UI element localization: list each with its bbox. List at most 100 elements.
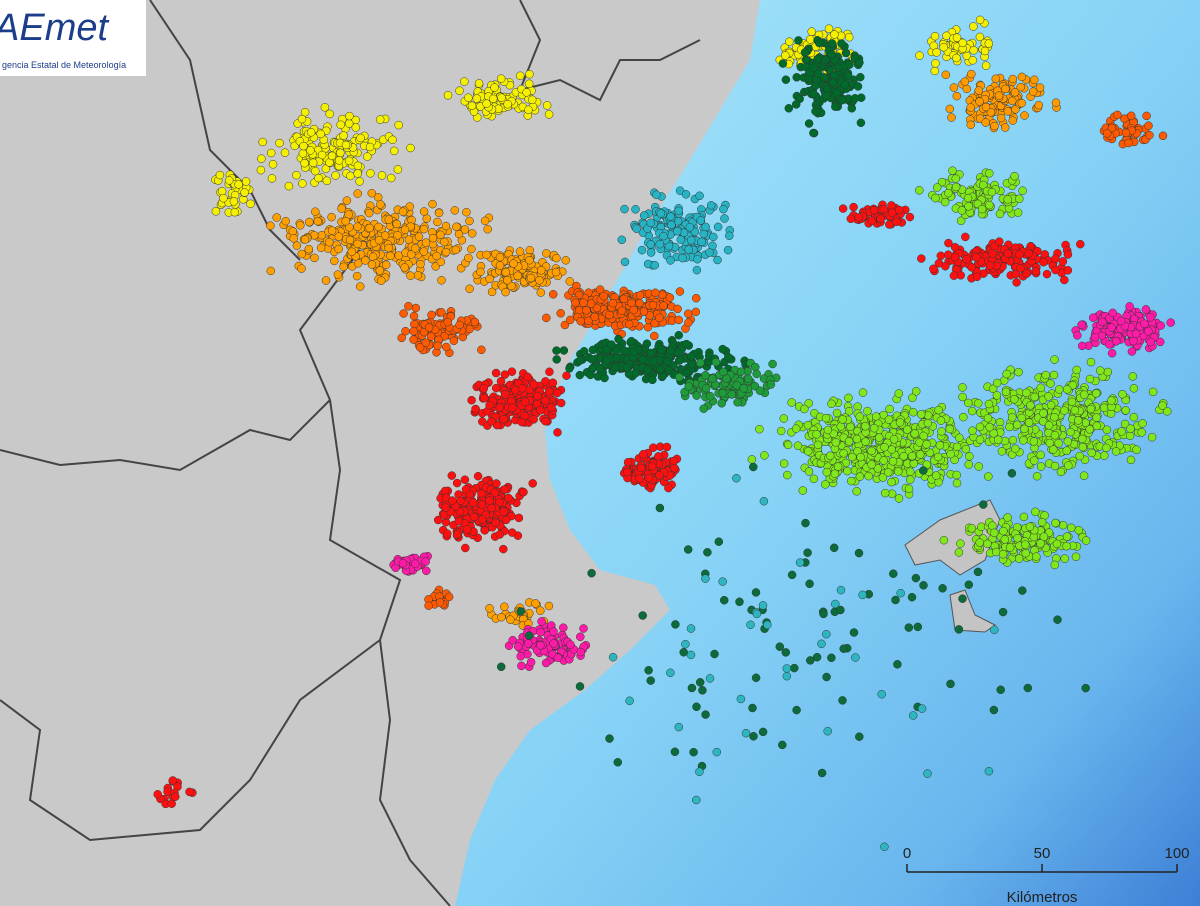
- lightning-strike: [1054, 385, 1064, 394]
- lightning-strike: [1128, 372, 1138, 381]
- lightning-strike: [1020, 111, 1029, 120]
- borders: [0, 0, 701, 906]
- lightning-strike: [1079, 471, 1089, 480]
- lightning-strike: [674, 330, 684, 340]
- lightning-strike: [433, 341, 442, 351]
- lightning-strike: [795, 558, 805, 567]
- lightning-strike: [533, 391, 542, 401]
- lightning-strike: [1032, 552, 1041, 561]
- lightning-strike: [691, 293, 701, 303]
- lightning-strike: [804, 467, 814, 476]
- lightning-strike: [1158, 131, 1168, 141]
- lightning-strike: [671, 620, 680, 629]
- lightning-strike: [421, 557, 430, 566]
- lightning-strike: [406, 271, 415, 280]
- lightning-strike: [536, 266, 546, 275]
- lightning-strike: [755, 424, 764, 434]
- lightning-strike: [1081, 536, 1091, 545]
- lightning-strike: [608, 298, 618, 308]
- lightning-strike: [631, 205, 640, 214]
- lightning-strike: [936, 416, 946, 425]
- lightning-strike: [388, 135, 397, 145]
- lightning-strike: [1142, 111, 1151, 121]
- lightning-strike: [1003, 195, 1013, 204]
- lightning-strike: [937, 177, 947, 187]
- lightning-strike: [675, 372, 684, 382]
- lightning-strike: [692, 265, 702, 275]
- lightning-strike: [743, 374, 753, 384]
- lightning-strike: [838, 204, 848, 213]
- lightning-strike: [436, 230, 445, 240]
- lightning-strike: [855, 732, 864, 741]
- lightning-strike: [932, 48, 941, 57]
- lightning-strike: [1077, 320, 1086, 330]
- lightning-strike: [1003, 513, 1012, 522]
- lightning-strike: [544, 601, 554, 611]
- lightning-strike: [791, 424, 801, 433]
- lightning-strike: [951, 174, 961, 183]
- lightning-strike: [266, 148, 276, 158]
- lightning-strike: [967, 263, 976, 272]
- lightning-strike: [903, 425, 912, 434]
- lightning-strike: [732, 473, 741, 483]
- lightning-strike: [806, 35, 815, 44]
- lightning-strike: [353, 189, 362, 198]
- lightning-strike: [934, 259, 944, 268]
- lightning-strike: [919, 431, 928, 441]
- lightning-strike: [701, 710, 710, 719]
- lightning-strike: [1073, 416, 1083, 425]
- lightning-strike: [1108, 308, 1117, 318]
- lightning-strike: [1010, 395, 1019, 404]
- lightning-strike: [410, 244, 420, 253]
- lightning-strike: [297, 249, 307, 259]
- lightning-strike: [413, 271, 423, 280]
- lightning-strike: [993, 435, 1003, 445]
- lightning-strike: [932, 183, 942, 192]
- lightning-strike: [503, 99, 512, 109]
- lightning-strike: [698, 686, 707, 695]
- lightning-strike: [1039, 409, 1048, 418]
- lightning-strike: [963, 193, 973, 203]
- lightning-strike: [708, 374, 717, 383]
- lightning-strike: [1156, 321, 1165, 330]
- lightning-strike: [1113, 110, 1122, 120]
- lightning-strike: [624, 319, 634, 329]
- lightning-strike: [695, 191, 704, 201]
- lightning-strike: [406, 143, 415, 153]
- lightning-strike: [627, 336, 636, 346]
- lightning-strike: [297, 114, 307, 124]
- lightning-strike: [1140, 319, 1149, 328]
- lightning-strike: [500, 390, 510, 399]
- lightning-strike: [966, 103, 975, 112]
- lightning-strike: [1008, 116, 1018, 125]
- lightning-strike: [956, 216, 966, 226]
- lightning-strike: [384, 215, 394, 224]
- lightning-strike: [1031, 266, 1041, 276]
- lightning-strike: [919, 581, 928, 590]
- lightning-strike: [1022, 269, 1031, 278]
- lightning-strike: [1011, 444, 1020, 454]
- lightning-strike: [333, 270, 343, 279]
- lightning-strike: [1051, 265, 1060, 275]
- lightning-strike: [575, 370, 585, 380]
- lightning-strike: [809, 89, 818, 98]
- lightning-strike: [1067, 397, 1077, 407]
- lightning-strike: [1107, 348, 1117, 358]
- lightning-strike: [561, 256, 571, 265]
- lightning-strike: [586, 299, 596, 308]
- lightning-strike: [414, 232, 424, 241]
- lightning-strike: [267, 174, 277, 183]
- lightning-strike: [460, 475, 470, 484]
- lightning-strike: [1058, 257, 1068, 266]
- lightning-strike: [605, 310, 614, 320]
- lightning-strike: [352, 271, 362, 281]
- lightning-strike: [1096, 366, 1105, 375]
- lightning-strike: [896, 588, 905, 598]
- lightning-strike: [552, 355, 561, 364]
- lightning-strike: [814, 69, 823, 79]
- lightning-strike: [840, 80, 849, 90]
- lightning-strike: [153, 790, 162, 799]
- lightning-strike: [843, 71, 853, 81]
- lightning-strike: [961, 444, 971, 454]
- lightning-strike: [891, 595, 900, 605]
